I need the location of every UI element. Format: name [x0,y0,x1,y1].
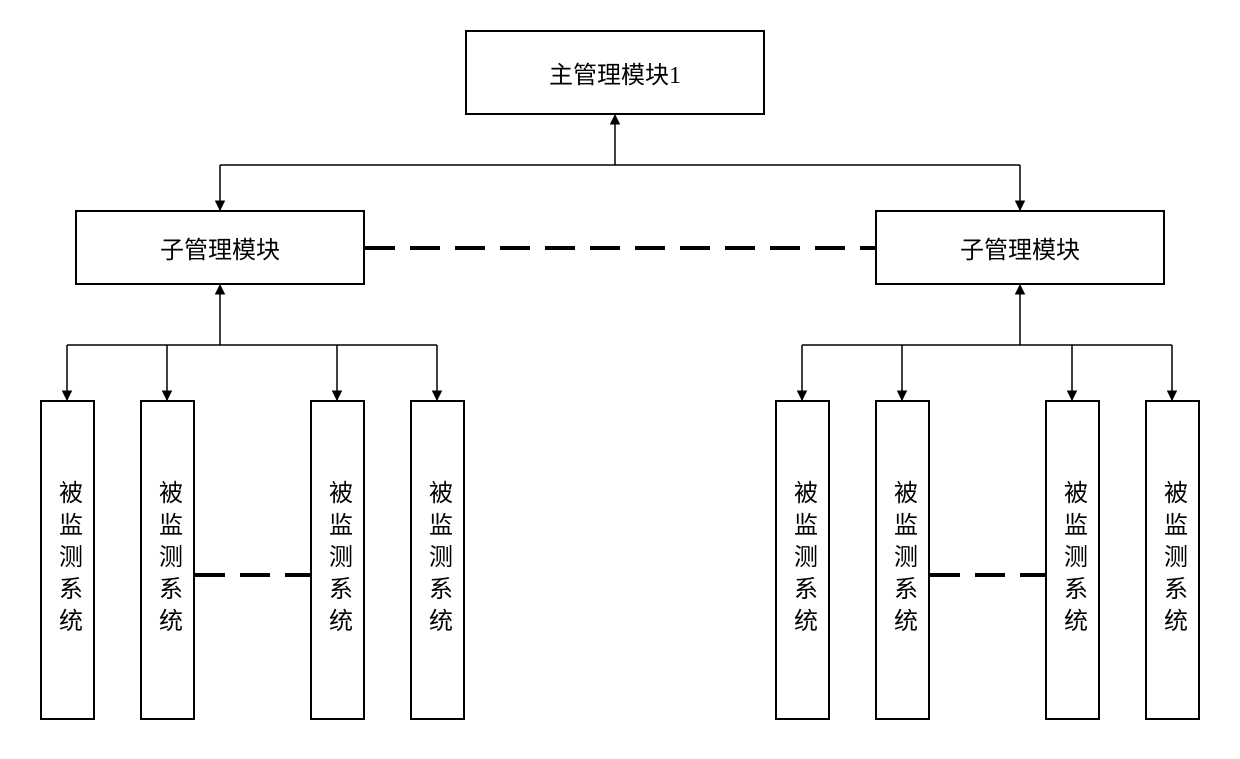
leaf-node: 被监测系统 [310,400,365,720]
leaf-label: 被监测系统 [156,480,180,640]
sub-label-right: 子管理模块 [960,230,1080,265]
leaf-label: 被监测系统 [891,480,915,640]
leaf-node: 被监测系统 [775,400,830,720]
leaf-node: 被监测系统 [40,400,95,720]
leaf-label: 被监测系统 [426,480,450,640]
leaf-node: 被监测系统 [410,400,465,720]
root-node: 主管理模块1 [465,30,765,115]
leaf-label: 被监测系统 [1061,480,1085,640]
leaf-node: 被监测系统 [140,400,195,720]
leaf-label: 被监测系统 [1161,480,1185,640]
sub-node-right: 子管理模块 [875,210,1165,285]
leaf-label: 被监测系统 [56,480,80,640]
sub-node-left: 子管理模块 [75,210,365,285]
leaf-label: 被监测系统 [326,480,350,640]
leaf-label: 被监测系统 [791,480,815,640]
sub-label-left: 子管理模块 [160,230,280,265]
leaf-node: 被监测系统 [1145,400,1200,720]
leaf-node: 被监测系统 [1045,400,1100,720]
root-label: 主管理模块1 [549,55,681,90]
leaf-node: 被监测系统 [875,400,930,720]
